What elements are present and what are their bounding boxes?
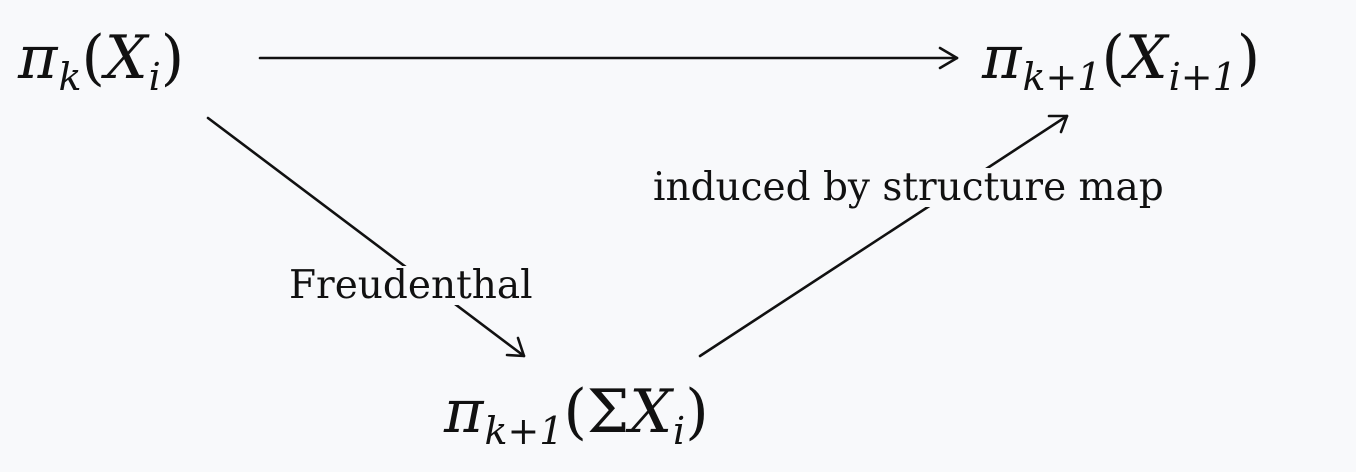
x-symbol: X (104, 23, 148, 93)
pi-symbol: π (18, 23, 58, 93)
pi-k-x-i-node: πk(Xi) (18, 28, 184, 96)
x-subscript: i (673, 409, 686, 453)
open-parenthesis: ( (563, 377, 587, 447)
top-arrow (258, 46, 959, 70)
x-symbol: X (629, 377, 673, 447)
structure-map-label: induced by structure map (645, 168, 1172, 207)
structure-map-arrow (698, 114, 1069, 358)
close-parenthesis: ) (160, 23, 185, 93)
x-subscript: i (148, 55, 161, 99)
pi-symbol: π (444, 377, 484, 447)
freudenthal-arrow (206, 116, 526, 358)
close-parenthesis: ) (1236, 23, 1261, 93)
pi-subscript: k+1 (484, 409, 564, 453)
pi-subscript: k (58, 55, 82, 99)
pi-symbol: π (982, 23, 1022, 93)
close-parenthesis: ) (685, 377, 709, 447)
open-parenthesis: ( (1101, 23, 1125, 93)
pi-k-plus-1-sigma-x-i-node: πk+1(ΣXi) (444, 382, 709, 450)
sigma-symbol: Σ (586, 377, 630, 447)
open-parenthesis: ( (81, 23, 105, 93)
x-symbol: X (1124, 23, 1168, 93)
pi-k-plus-1-x-i-plus-1-node: πk+1(Xi+1) (982, 28, 1260, 96)
freudenthal-label: Freudenthal (281, 266, 541, 305)
x-subscript: i+1 (1168, 55, 1237, 99)
pi-subscript: k+1 (1022, 55, 1102, 99)
